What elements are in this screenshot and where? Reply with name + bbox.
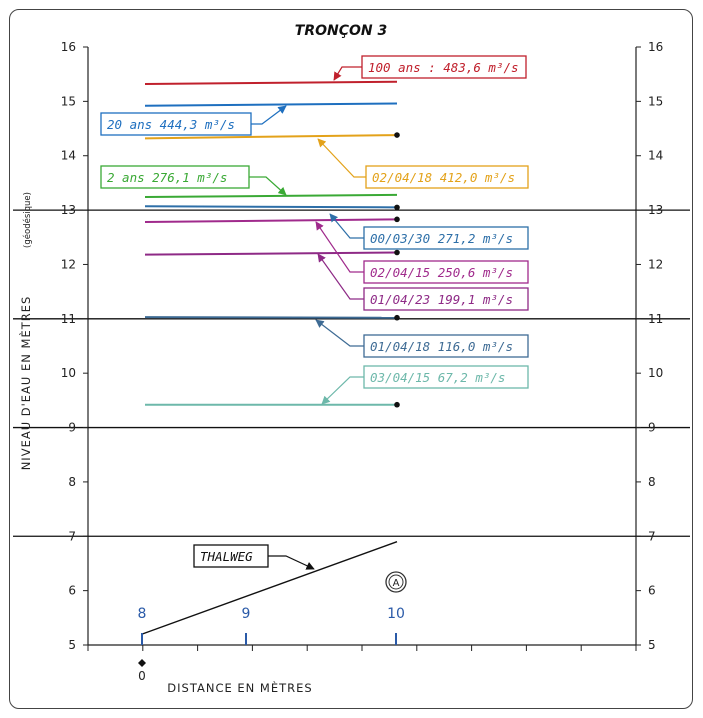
series-endpoint [394,132,400,138]
y-tick-label-left: 8 [68,475,76,489]
y-tick-label-right: 8 [648,475,656,489]
y-tick-label-right: 16 [648,40,663,54]
y-tick-label-left: 6 [68,584,76,598]
grid [13,47,690,646]
y-tick-label-left: 10 [61,366,76,380]
series-line [144,218,398,224]
series-line [141,541,398,635]
section-label: 9 [242,606,251,622]
series-line [144,193,398,199]
y-tick-label-right: 9 [648,421,656,435]
callout-leader [268,555,315,570]
series-layer [141,80,400,635]
axis-ticks: 5 5 6 6 7 7 8 8 9 9 10 10 11 11 12 12 13 13 14 14 15 15 16 16 [61,40,664,652]
legend-label: 100 ans : 483,6 m³/s [368,60,519,75]
series-line [144,205,398,209]
y-tick-label-left: 16 [61,40,76,54]
y-tick-label-left: 12 [61,257,76,271]
legend-label: 03/04/15 67,2 m³/s [370,370,505,385]
y-tick-label-left: 7 [68,529,76,543]
y-tick-label-left: 13 [61,203,76,217]
legend-label: THALWEG [200,549,253,564]
origin-marker [138,659,146,667]
site-marker-inner [388,574,404,590]
y-tick-label-left: 9 [68,421,76,435]
bottom-annotations: 8 9 10 A 0 [138,571,407,683]
series-line [144,102,398,107]
y-tick-label-right: 12 [648,257,663,271]
x-origin-label: 0 [138,669,146,683]
section-label: 10 [387,606,405,622]
y-tick-label-right: 5 [648,638,656,652]
y-tick-label-left: 5 [68,638,76,652]
x-axis-label: DISTANCE EN MÈTRES [167,680,312,695]
y-tick-label-right: 10 [648,366,663,380]
legend-label: 01/04/23 199,1 m³/s [370,292,513,307]
y-tick-label-left: 14 [61,149,76,163]
series-endpoint [394,249,400,256]
y-tick-label-left: 11 [61,312,76,326]
series-line [144,251,398,256]
y-tick-label-left: 15 [61,94,76,108]
y-tick-label-right: 7 [648,529,656,543]
y-tick-label-right: 14 [648,149,663,163]
legend-label: 00/03/30 271,2 m³/s [370,231,513,246]
legend-callouts: 100 ans : 483,6 m³/s 20 ans 444,3 m³/s 02/… [100,55,529,570]
legend-label: 01/04/18 116,0 m³/s [370,339,513,354]
y-axis-label-note: (géodésique) [22,192,33,248]
y-tick-label-right: 13 [648,203,663,217]
callout-leader [315,221,364,273]
y-tick-label-right: 11 [648,312,663,326]
y-axis-label-group: NIVEAU D'EAU EN MÈTRES (géodésique) [18,192,33,470]
legend-label: 20 ans 444,3 m³/s [107,117,235,132]
series-endpoint [394,216,400,223]
y-tick-label-right: 6 [648,584,656,598]
legend-label: 02/04/18 412,0 m³/s [372,170,515,185]
section-label: 8 [138,606,147,622]
series-line [144,80,398,85]
site-marker-label: A [393,578,400,589]
series-line [144,316,398,319]
y-axis-label: NIVEAU D'EAU EN MÈTRES [18,296,33,471]
legend-label: 2 ans 276,1 m³/s [107,170,227,185]
series-endpoint [394,314,400,321]
callout-leader [317,138,366,178]
callout-leader [329,213,364,239]
callout-leader [317,253,364,300]
y-tick-label-right: 15 [648,94,663,108]
chart-title: TRONÇON 3 [295,23,387,39]
callout-leader [249,176,287,196]
series-line [144,134,398,140]
callout-leader [321,376,364,405]
callout-leader [333,66,362,81]
callout-leader [251,105,287,125]
series-endpoint [394,204,400,211]
legend-label: 02/04/15 250,6 m³/s [370,265,513,280]
series-endpoint [394,401,400,408]
callout-leader [315,319,364,347]
